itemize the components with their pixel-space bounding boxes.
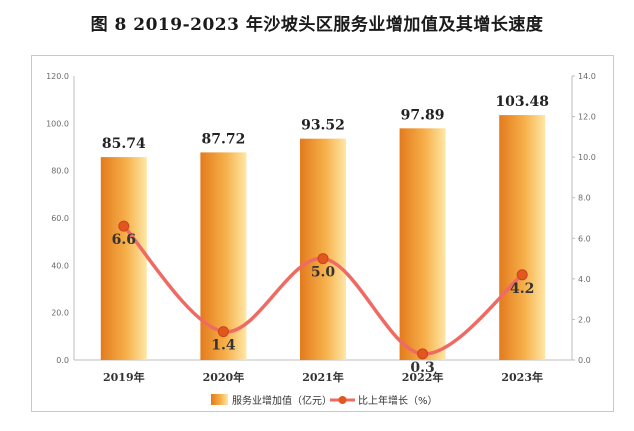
y-tick-right-label: 8.0: [578, 194, 591, 203]
growth-value-label: 1.4: [211, 338, 236, 354]
legend-bar-swatch: [211, 394, 228, 405]
y-tick-right-label: 4.0: [578, 275, 591, 284]
y-tick-left-label: 40.0: [51, 261, 69, 270]
y-tick-left-label: 100.0: [46, 119, 69, 128]
x-tick-label: 2021年: [302, 370, 344, 384]
legend-line-marker: [338, 396, 347, 404]
growth-point: [417, 348, 429, 360]
y-tick-right-label: 14.0: [578, 72, 596, 81]
y-tick-right-label: 6.0: [578, 234, 591, 243]
bar: [499, 115, 546, 360]
growth-value-label: 5.0: [311, 265, 336, 281]
bar-value-label: 87.72: [201, 131, 245, 147]
y-tick-right-label: 2.0: [578, 315, 591, 324]
bar: [100, 157, 147, 360]
y-tick-right-label: 0.0: [578, 356, 591, 365]
bar-value-label: 85.74: [102, 136, 146, 152]
bar-value-label: 97.89: [401, 107, 445, 123]
chart-title: 图 8 2019-2023 年沙坡头区服务业增加值及其增长速度: [90, 15, 544, 35]
growth-point: [317, 253, 329, 265]
bar: [300, 138, 346, 360]
y-tick-left-label: 0.0: [56, 356, 69, 365]
growth-point: [516, 269, 528, 281]
growth-point: [118, 220, 130, 232]
bar: [399, 128, 446, 360]
y-tick-right-label: 10.0: [578, 153, 596, 162]
bar-value-label: 103.48: [495, 94, 549, 110]
growth-point: [217, 326, 229, 338]
growth-value-label: 6.6: [112, 232, 136, 248]
y-tick-left-label: 20.0: [51, 309, 69, 318]
y-tick-right-label: 12.0: [578, 113, 596, 122]
legend-line-label: 比上年增长（%）: [358, 394, 438, 407]
y-tick-left-label: 60.0: [51, 214, 69, 223]
chart-frame: [31, 55, 614, 412]
growth-value-label: 0.3: [410, 360, 434, 376]
x-tick-label: 2019年: [103, 370, 145, 384]
y-tick-left-label: 80.0: [51, 167, 69, 176]
x-tick-label: 2022年: [402, 370, 444, 384]
legend-bar-label: 服务业增加值（亿元）: [232, 394, 332, 407]
x-tick-label: 2020年: [203, 370, 245, 384]
growth-value-label: 4.2: [510, 281, 534, 297]
y-tick-left-label: 120.0: [46, 72, 69, 81]
x-tick-label: 2023年: [501, 370, 543, 384]
bar-value-label: 93.52: [301, 118, 345, 134]
